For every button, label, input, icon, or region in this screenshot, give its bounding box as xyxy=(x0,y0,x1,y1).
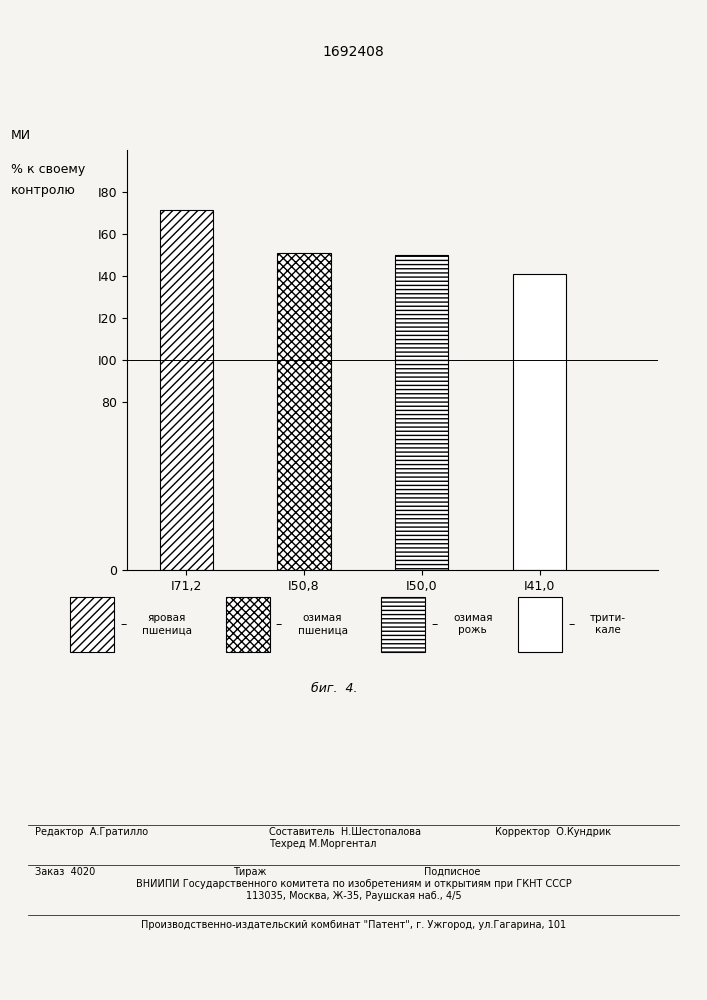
Text: % к своему: % к своему xyxy=(11,163,85,176)
Text: контролю: контролю xyxy=(11,184,76,197)
Text: Корректор  О.Кундрик: Корректор О.Кундрик xyxy=(495,827,611,837)
Text: –: – xyxy=(276,618,282,631)
Text: Техред М.Моргентал: Техред М.Моргентал xyxy=(269,839,376,849)
Text: трити-
кале: трити- кале xyxy=(590,613,626,635)
Text: Подписное: Подписное xyxy=(424,867,481,877)
Text: –: – xyxy=(568,618,574,631)
Text: Составитель  Н.Шестопалова: Составитель Н.Шестопалова xyxy=(269,827,421,837)
Text: озимая
пшеница: озимая пшеница xyxy=(298,613,348,635)
Text: яровая
пшеница: яровая пшеница xyxy=(142,613,192,635)
Text: 113035, Москва, Ж-35, Раушская наб., 4/5: 113035, Москва, Ж-35, Раушская наб., 4/5 xyxy=(246,891,461,901)
Text: озимая
рожь: озимая рожь xyxy=(453,613,493,635)
Bar xyxy=(71,597,114,652)
Text: Тираж: Тираж xyxy=(233,867,267,877)
Text: –: – xyxy=(431,618,438,631)
Bar xyxy=(513,274,566,570)
Bar xyxy=(518,597,562,652)
Text: ВНИИПИ Государственного комитета по изобретениям и открытиям при ГКНТ СССР: ВНИИПИ Государственного комитета по изоб… xyxy=(136,879,571,889)
Bar xyxy=(395,255,448,570)
Bar xyxy=(277,253,330,570)
Text: МИ: МИ xyxy=(11,129,30,142)
Text: Заказ  4020: Заказ 4020 xyxy=(35,867,95,877)
Text: биг.  4.: биг. 4. xyxy=(311,682,358,695)
Text: Производственно-издательский комбинат "Патент", г. Ужгород, ул.Гагарина, 101: Производственно-издательский комбинат "П… xyxy=(141,920,566,930)
Bar xyxy=(160,210,213,570)
Text: –: – xyxy=(120,618,127,631)
Text: 1692408: 1692408 xyxy=(322,45,385,59)
Bar xyxy=(226,597,269,652)
Text: Редактор  А.Гратилло: Редактор А.Гратилло xyxy=(35,827,148,837)
Bar xyxy=(382,597,425,652)
